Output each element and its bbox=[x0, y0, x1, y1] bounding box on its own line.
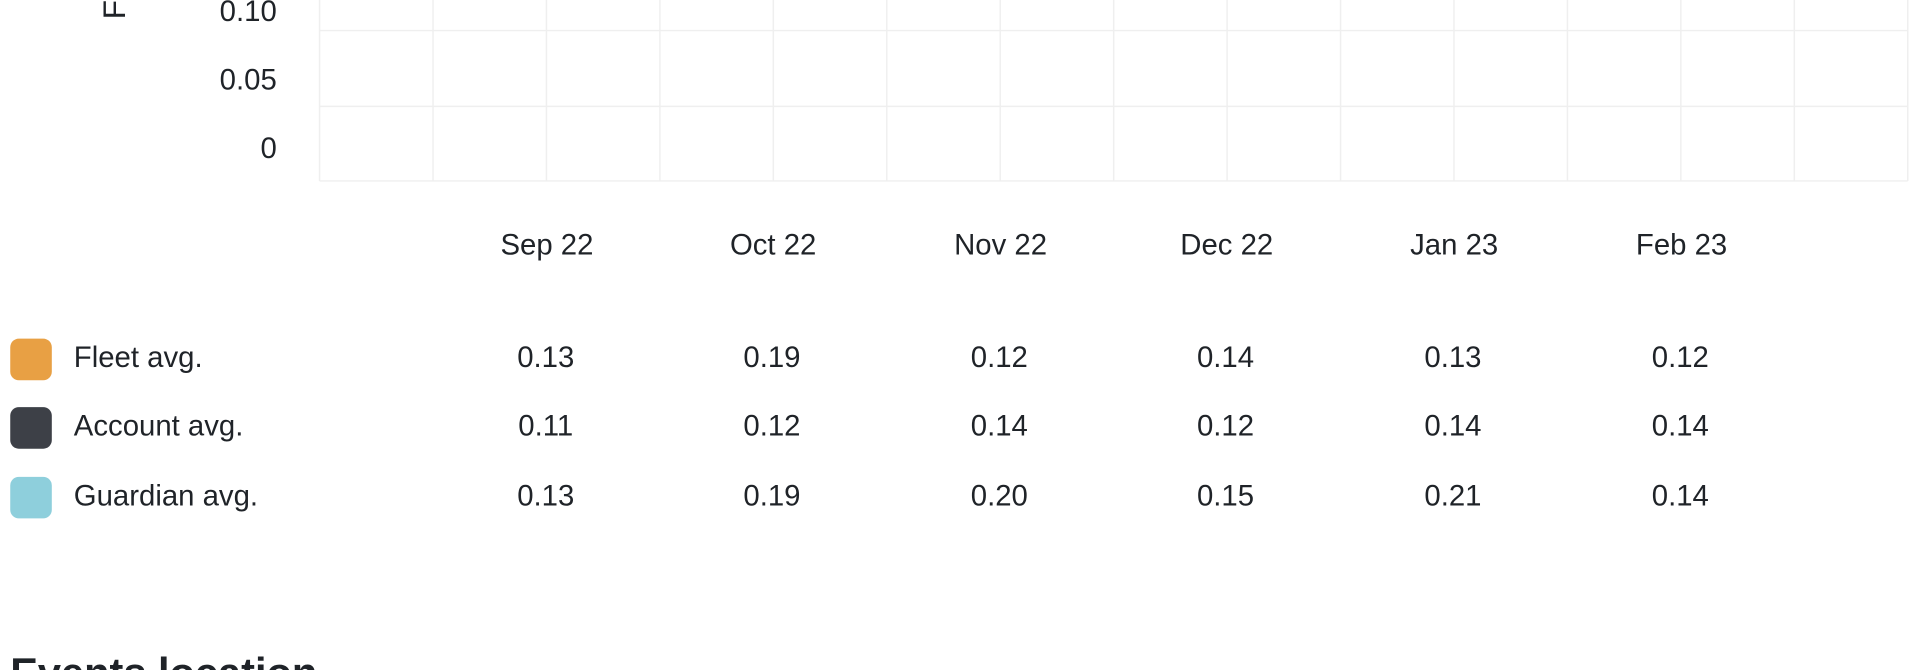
legend-swatch bbox=[10, 476, 52, 519]
x-tick-label: Sep 22 bbox=[500, 229, 593, 262]
y-tick-label: 0.10 bbox=[220, 0, 277, 28]
y-tick-label: 0 bbox=[260, 132, 276, 165]
table-cell: 0.11 bbox=[518, 410, 573, 443]
x-tick-label: Jan 23 bbox=[1410, 229, 1498, 262]
table-cell: 0.19 bbox=[743, 341, 800, 374]
table-cell: 0.15 bbox=[1197, 479, 1254, 512]
x-tick-label: Oct 22 bbox=[730, 229, 816, 262]
table-cell: 0.14 bbox=[971, 410, 1028, 443]
x-tick-label: Feb 23 bbox=[1636, 229, 1727, 262]
table-cell: 0.20 bbox=[971, 479, 1028, 512]
chart-grid bbox=[318, 0, 1909, 182]
table-cell: 0.13 bbox=[517, 341, 574, 374]
x-tick-label: Nov 22 bbox=[954, 229, 1047, 262]
table-cell: 0.12 bbox=[1197, 410, 1254, 443]
x-tick-label: Dec 22 bbox=[1180, 229, 1273, 262]
table-cell: 0.12 bbox=[1652, 341, 1709, 374]
legend-label: Fleet avg. bbox=[74, 341, 203, 374]
table-cell: 0.21 bbox=[1424, 479, 1481, 512]
table-cell: 0.14 bbox=[1197, 341, 1254, 374]
y-axis-label: F bbox=[96, 0, 132, 19]
table-cell: 0.12 bbox=[971, 341, 1028, 374]
y-tick-label: 0.05 bbox=[220, 64, 277, 97]
table-cell: 0.14 bbox=[1424, 410, 1481, 443]
table-cell: 0.12 bbox=[743, 410, 800, 443]
table-cell: 0.13 bbox=[1424, 341, 1481, 374]
legend-swatch bbox=[10, 407, 52, 449]
legend-swatch bbox=[10, 338, 52, 381]
table-cell: 0.14 bbox=[1652, 410, 1709, 443]
section-heading: Events location bbox=[10, 649, 317, 670]
legend-label: Guardian avg. bbox=[74, 479, 258, 512]
table-cell: 0.14 bbox=[1652, 479, 1709, 512]
legend-label: Account avg. bbox=[74, 410, 244, 443]
table-cell: 0.19 bbox=[743, 479, 800, 512]
table-cell: 0.13 bbox=[517, 479, 574, 512]
